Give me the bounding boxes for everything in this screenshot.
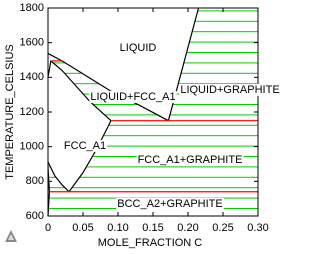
- y-axis-label: TEMPERATURE_CELSIUS: [4, 44, 16, 180]
- logo: [5, 230, 17, 242]
- x-tick-label: 0.05: [72, 222, 93, 234]
- region-label: LIQUID+FCC_A1: [90, 91, 175, 103]
- phase-boundary: [47, 52, 169, 122]
- label-bg: [136, 153, 244, 166]
- x-tick-label: 0.30: [247, 222, 268, 234]
- y-tick-label: 1600: [20, 37, 44, 49]
- region-label: LIQUID: [120, 42, 157, 54]
- x-tick-label: 0.10: [107, 222, 128, 234]
- label-bg: [62, 139, 108, 152]
- x-tick-label: 0: [45, 222, 51, 234]
- y-tick-label: 1400: [20, 71, 44, 83]
- plot-frame: [47, 7, 259, 217]
- label-bg: [116, 197, 224, 210]
- phase-boundary: [68, 120, 112, 193]
- region-label: FCC_A1+GRAPHITE: [138, 154, 243, 166]
- chart: MOLE_FRACTION C TEMPERATURE_CELSIUS 0 0.0…: [4, 2, 280, 249]
- y-tick-label: 800: [26, 175, 44, 187]
- label-bg: [118, 41, 158, 54]
- y-tick-label: 1000: [20, 141, 44, 153]
- region-label: LIQUID+GRAPHITE: [180, 84, 279, 96]
- two-phase-region: [48, 161, 69, 192]
- y-tick-label: 600: [26, 210, 44, 222]
- x-axis-label: MOLE_FRACTION C: [98, 237, 203, 249]
- phase-boundary: [47, 161, 70, 193]
- x-tick-label: 0.20: [177, 222, 198, 234]
- label-bg: [179, 83, 280, 96]
- phase-boundary: [50, 60, 112, 122]
- region-label: BCC_A2+GRAPHITE: [117, 198, 222, 210]
- x-tick-label: 0.25: [212, 222, 233, 234]
- x-tick-label: 0.15: [142, 222, 163, 234]
- y-tick-label: 1800: [20, 2, 44, 14]
- region-label: FCC_A1: [64, 140, 106, 152]
- two-phase-region: [168, 8, 258, 121]
- phase-boundary: [47, 60, 52, 78]
- label-bg: [89, 90, 177, 103]
- logo-shape: [8, 234, 14, 240]
- y-tick-label: 1200: [20, 106, 44, 118]
